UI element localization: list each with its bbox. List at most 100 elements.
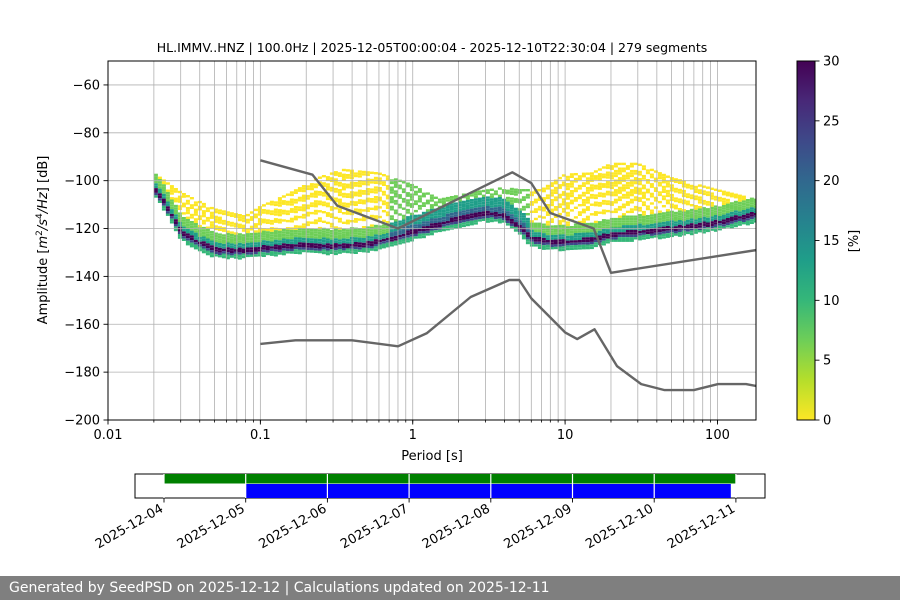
heatmap-cell: [621, 167, 626, 170]
heatmap-cell: [209, 252, 214, 255]
heatmap-cell: [613, 237, 618, 240]
heatmap-cell: [601, 173, 606, 176]
heatmap-cell: [413, 190, 418, 194]
heatmap-cell: [529, 241, 534, 245]
heatmap-cell: [253, 247, 258, 250]
heatmap-cell: [565, 221, 570, 224]
heatmap-cell: [193, 247, 198, 250]
heatmap-cell: [653, 196, 658, 200]
colorbar-gradient: [796, 60, 816, 421]
heatmap-cell: [697, 196, 702, 199]
heatmap-cell: [605, 181, 610, 184]
heatmap-cell: [177, 229, 182, 232]
heatmap-cell: [573, 233, 578, 236]
heatmap-cell: [161, 196, 166, 199]
heatmap-cell: [309, 240, 314, 244]
heatmap-cell: [181, 226, 186, 229]
heatmap-cell: [397, 213, 402, 216]
heatmap-cell: [637, 238, 642, 241]
heatmap-cell: [581, 182, 586, 185]
heatmap-cell: [561, 248, 566, 252]
heatmap-cell: [545, 187, 550, 190]
heatmap-cell: [617, 229, 622, 233]
heatmap-cell: [569, 238, 574, 241]
heatmap-cell: [385, 187, 390, 190]
heatmap-cell: [317, 190, 322, 194]
heatmap-cell: [721, 219, 726, 222]
heatmap-cell: [665, 189, 670, 193]
heatmap-cell: [217, 219, 222, 222]
heatmap-cell: [409, 186, 414, 189]
heatmap-cell: [333, 180, 338, 184]
heatmap-cell: [297, 247, 302, 250]
heatmap-cell: [257, 244, 262, 247]
heatmap-cell: [381, 224, 386, 227]
heatmap-cell: [729, 223, 734, 227]
heatmap-cell: [717, 220, 722, 224]
heatmap-cell: [173, 228, 178, 232]
heatmap-cell: [241, 253, 246, 256]
heatmap-cell: [417, 224, 422, 227]
heatmap-cell: [317, 193, 322, 196]
heatmap-cell: [705, 217, 710, 221]
heatmap-cell: [573, 228, 578, 231]
heatmap-cell: [489, 200, 494, 203]
heatmap-cell: [661, 178, 666, 181]
heatmap-cell: [289, 193, 294, 197]
heatmap-cell: [589, 172, 594, 175]
heatmap-cell: [609, 225, 614, 228]
heatmap-cell: [309, 202, 314, 205]
heatmap-cell: [625, 186, 630, 190]
heatmap-cell: [321, 191, 326, 195]
heatmap-cell: [633, 220, 638, 223]
heatmap-cell: [205, 236, 210, 239]
heatmap-cell: [313, 233, 318, 237]
heatmap-cell: [565, 247, 570, 251]
heatmap-cell: [489, 198, 494, 201]
heatmap-cell: [601, 202, 606, 205]
heatmap-cell: [209, 221, 214, 224]
heatmap-cell: [185, 207, 190, 210]
heatmap-cell: [497, 187, 502, 190]
heatmap-cell: [365, 192, 370, 196]
heatmap-cell: [613, 220, 618, 223]
heatmap-cell: [493, 216, 498, 220]
heatmap-cell: [601, 233, 606, 236]
heatmap-cell: [361, 250, 366, 253]
heatmap-cell: [297, 235, 302, 238]
heatmap-cell: [377, 177, 382, 180]
heatmap-cell: [577, 230, 582, 233]
heatmap-cell: [161, 203, 166, 206]
heatmap-cell: [601, 209, 606, 212]
heatmap-cell: [353, 244, 358, 247]
heatmap-cell: [285, 212, 290, 216]
heatmap-cell: [525, 232, 530, 235]
heatmap-cell: [389, 215, 394, 218]
heatmap-cell: [633, 189, 638, 192]
heatmap-cell: [241, 248, 246, 251]
heatmap-cell: [649, 235, 654, 239]
heatmap-cell: [449, 203, 454, 206]
heatmap-cell: [293, 208, 298, 211]
heatmap-cell: [601, 185, 606, 188]
heatmap-cell: [593, 223, 598, 226]
heatmap-cell: [625, 215, 630, 218]
heatmap-cell: [545, 225, 550, 228]
y-tick-label: −140: [64, 270, 100, 285]
heatmap-cell: [173, 197, 178, 200]
heatmap-cell: [477, 204, 482, 208]
heatmap-cell: [693, 219, 698, 222]
heatmap-cell: [177, 200, 182, 203]
heatmap-cell: [597, 187, 602, 190]
heatmap-cell: [225, 220, 230, 224]
heatmap-cell: [321, 220, 326, 223]
heatmap-cell: [549, 220, 554, 223]
heatmap-cell: [525, 225, 530, 228]
heatmap-cell: [573, 247, 578, 250]
heatmap-cell: [345, 250, 350, 254]
heatmap-cell: [273, 244, 278, 247]
heatmap-cell: [341, 185, 346, 188]
heatmap-cell: [673, 214, 678, 217]
heatmap-cell: [305, 235, 310, 239]
heatmap-cell: [613, 222, 618, 226]
